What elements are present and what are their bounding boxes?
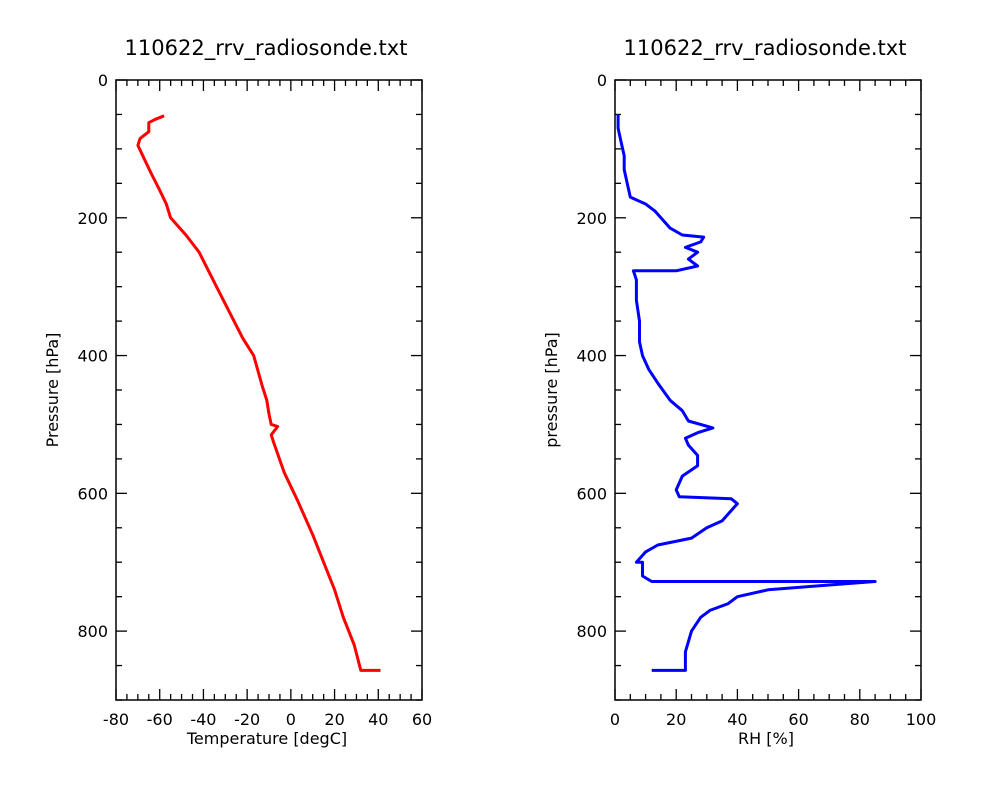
y-tick-label: 200 — [77, 209, 108, 228]
y-tick-label: 600 — [77, 484, 108, 503]
humidity-x-axis-label: RH [%] — [738, 729, 794, 748]
x-tick-label: 100 — [906, 710, 937, 729]
y-tick-label: 0 — [597, 71, 607, 90]
temperature-series — [136, 114, 381, 672]
x-tick-label: 60 — [788, 710, 808, 729]
temperature-x-axis-label: Temperature [degC] — [186, 729, 347, 748]
temperature-profile-line — [136, 114, 381, 672]
humidity-axis-ticks — [614, 79, 922, 701]
x-tick-label: 40 — [368, 710, 388, 729]
temperature-panel: 110622_rrv_radiosonde.txt -80 -60 -40 -20 0 2… — [43, 36, 432, 748]
x-tick-label: 20 — [666, 710, 686, 729]
y-tick-label: 400 — [576, 347, 607, 366]
humidity-series — [616, 114, 877, 672]
y-tick-label: 600 — [576, 484, 607, 503]
humidity-panel: 110622_rrv_radiosonde.txt 0 20 40 60 80 100 0 2… — [542, 36, 936, 748]
x-tick-label: -60 — [147, 710, 173, 729]
y-tick-label: 400 — [77, 347, 108, 366]
x-tick-label: -80 — [103, 710, 129, 729]
y-tick-label: 800 — [77, 622, 108, 641]
x-tick-label: 40 — [727, 710, 747, 729]
x-tick-label: 0 — [610, 710, 620, 729]
x-tick-label: -40 — [190, 710, 216, 729]
temperature-plot-frame — [115, 79, 423, 701]
y-tick-label: 0 — [98, 71, 108, 90]
humidity-tick-labels: 0 20 40 60 80 100 0 200 400 600 800 — [576, 71, 936, 729]
x-tick-label: 0 — [286, 710, 296, 729]
temperature-axis-ticks — [115, 79, 423, 701]
humidity-y-axis-label: pressure [hPa] — [542, 332, 561, 448]
temperature-y-axis-label: Pressure [hPa] — [43, 333, 62, 448]
x-tick-label: 60 — [412, 710, 432, 729]
x-tick-label: -20 — [234, 710, 260, 729]
humidity-chart-title: 110622_rrv_radiosonde.txt — [624, 36, 907, 61]
y-tick-label: 800 — [576, 622, 607, 641]
temperature-chart-title: 110622_rrv_radiosonde.txt — [125, 36, 408, 61]
humidity-profile-line — [616, 114, 877, 672]
x-tick-label: 20 — [324, 710, 344, 729]
y-tick-label: 200 — [576, 209, 607, 228]
x-tick-label: 80 — [850, 710, 870, 729]
